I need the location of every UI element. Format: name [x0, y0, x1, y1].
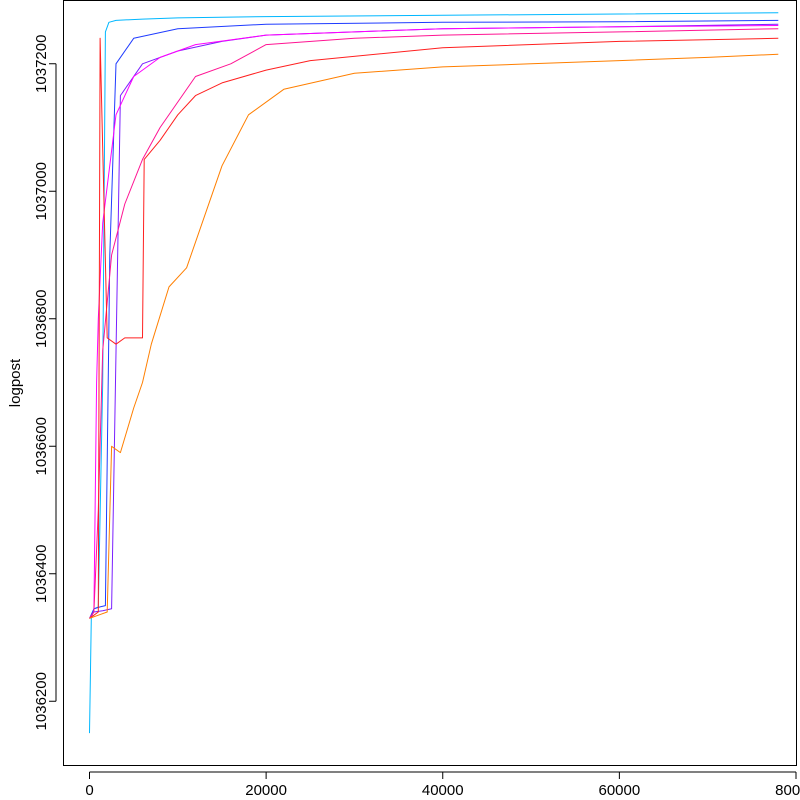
y-axis-title: logpost — [7, 358, 24, 407]
series-line-5 — [89, 28, 779, 619]
x-tick-label: 40000 — [422, 782, 464, 799]
plot-frame — [63, 0, 797, 766]
y-tick-label: 1036600 — [33, 417, 50, 475]
y-tick-label: 1036800 — [33, 290, 50, 348]
x-tick-label: 0 — [85, 782, 93, 799]
series-line-1 — [89, 12, 779, 734]
series-line-2 — [89, 19, 779, 619]
series-line-4 — [89, 25, 779, 619]
y-tick-label: 1036200 — [33, 672, 50, 730]
series-group — [89, 12, 779, 734]
series-line-6 — [89, 37, 779, 619]
y-axis: 1036200 1036400 1036600 1036800 1037000 10372… — [33, 35, 57, 730]
y-tick-label: 1037200 — [33, 35, 50, 93]
x-tick-label: 60000 — [599, 782, 641, 799]
y-tick-label: 1037000 — [33, 162, 50, 220]
series-line-3 — [89, 23, 779, 619]
y-tick-label: 1036400 — [33, 545, 50, 603]
x-tick-label: 80000 — [775, 782, 800, 799]
x-tick-label: 20000 — [245, 782, 287, 799]
x-axis: 0 20000 40000 60000 80000 — [85, 771, 800, 799]
series-line-7 — [89, 53, 779, 619]
